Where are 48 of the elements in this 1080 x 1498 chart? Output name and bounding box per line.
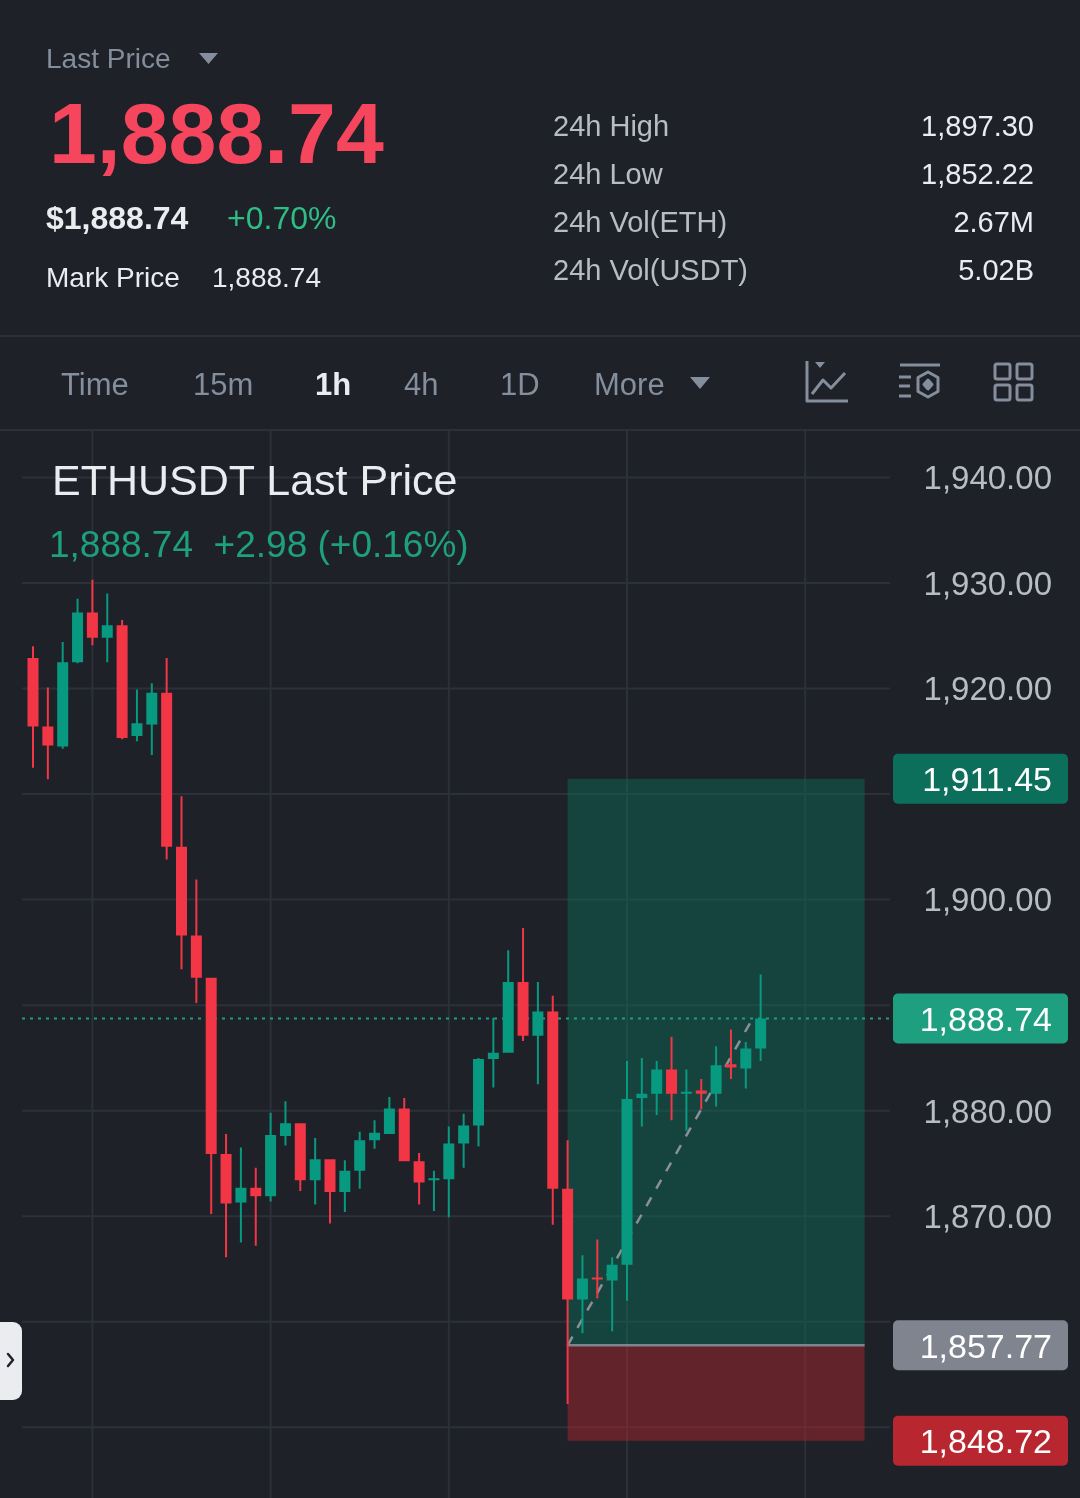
text: 4h (404, 367, 439, 402)
band-label: 1,848.72 (919, 1422, 1052, 1461)
candlestick (235, 1147, 247, 1243)
text: 24h Low (553, 158, 664, 190)
text: Mark Price (46, 262, 180, 293)
text: Last Price (46, 43, 171, 74)
text: +0.70% (227, 200, 337, 236)
text: 1,888.74 (212, 262, 321, 293)
candlestick (101, 593, 113, 663)
candlestick (636, 1057, 648, 1127)
text: 1D (500, 367, 540, 402)
text: 5.02B (958, 254, 1034, 286)
candlestick (131, 689, 143, 742)
y-tick-label: 1,900.00 (923, 881, 1052, 919)
text: 1h (315, 367, 352, 402)
candlestick (576, 1255, 588, 1334)
text: More (594, 367, 665, 402)
candlestick (250, 1167, 262, 1246)
text: $1,888.74 (46, 200, 189, 236)
text: 24h Vol(ETH) (553, 206, 728, 238)
candlestick (42, 687, 54, 780)
candlestick (725, 1029, 737, 1080)
y-tick-label: 1,880.00 (923, 1092, 1052, 1130)
candlestick (591, 1239, 603, 1299)
ref-line-label: 1,857.77 (919, 1326, 1052, 1365)
text: 24h High (553, 110, 670, 142)
candlestick (532, 981, 544, 1085)
text: ETHUSDT Last Price (52, 456, 458, 504)
text: 15m (193, 367, 254, 402)
candlestick (428, 1170, 440, 1211)
y-tick-label: 1,920.00 (923, 670, 1052, 708)
text: 24h Vol(USDT) (553, 254, 749, 286)
ref-line-label: 1,888.74 (919, 999, 1052, 1038)
band-label: 1,911.45 (922, 759, 1052, 798)
candlestick (279, 1101, 291, 1146)
text: 1,897.30 (921, 110, 1034, 142)
text: 1,888.74 +2.98 (+0.16%) (49, 524, 469, 565)
candlestick (695, 1079, 707, 1110)
y-tick-label: 1,930.00 (923, 564, 1052, 602)
text: Time (61, 367, 129, 402)
y-tick-label: 1,870.00 (923, 1198, 1052, 1236)
candlestick (487, 1017, 499, 1088)
candlestick (680, 1069, 692, 1131)
candlestick (606, 1257, 618, 1332)
text: 1,852.22 (921, 158, 1034, 190)
text: 1,888.74 (49, 85, 384, 181)
text: 2.67M (953, 206, 1034, 238)
y-tick-label: 1,940.00 (923, 459, 1052, 497)
